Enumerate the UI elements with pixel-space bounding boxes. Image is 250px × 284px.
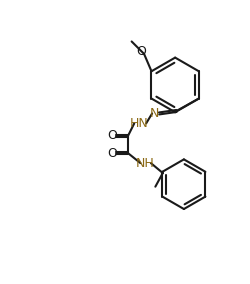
Text: HN: HN — [129, 117, 148, 130]
Text: N: N — [149, 107, 159, 120]
Text: NH: NH — [136, 156, 154, 170]
Text: O: O — [106, 129, 117, 142]
Text: O: O — [106, 147, 117, 160]
Text: O: O — [136, 45, 145, 59]
